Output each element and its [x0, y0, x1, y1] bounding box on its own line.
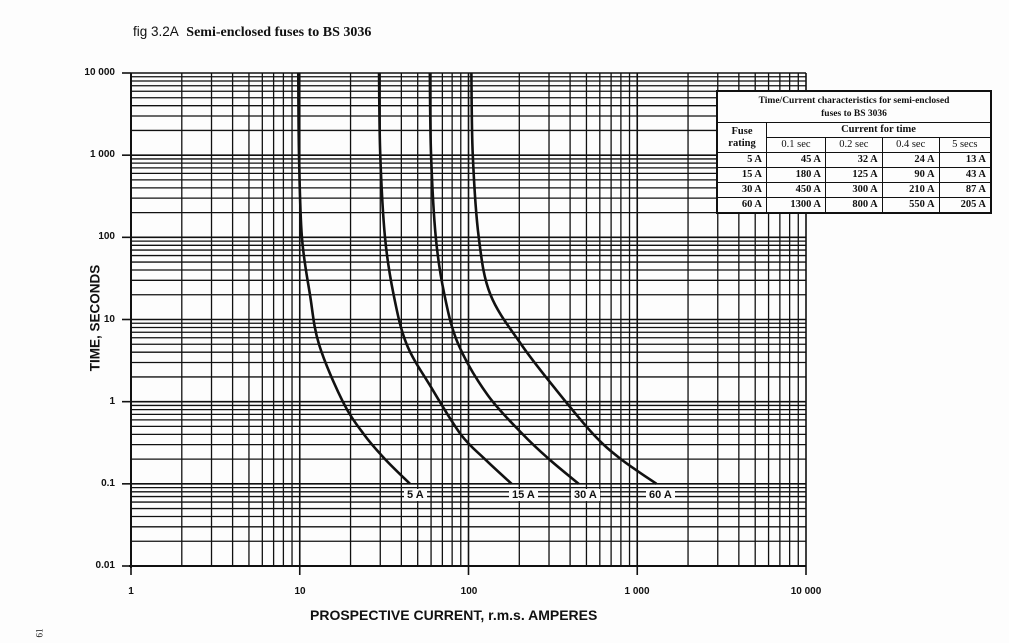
- fuse-curve-60a: [470, 72, 658, 485]
- time-header: 0.1 sec: [766, 137, 826, 153]
- table-caption: Time/Current characteristics for semi-en…: [716, 90, 992, 123]
- y-tick-label: 100: [98, 231, 115, 242]
- x-tick-label: 10: [294, 586, 306, 597]
- time-header: 5 secs: [938, 137, 992, 153]
- figure-title-text: Semi-enclosed fuses to BS 3036: [186, 25, 372, 40]
- table-row: 30 A 450 A 300 A 210 A 87 A: [716, 182, 992, 198]
- figure-title: fig 3.2A Semi-enclosed fuses to BS 3036: [133, 24, 371, 41]
- x-axis-title: PROSPECTIVE CURRENT, r.m.s. AMPERES: [310, 607, 598, 623]
- y-tick-label: 1 000: [89, 149, 115, 160]
- fuse-curve-15a: [377, 72, 513, 485]
- curve-label-60a: 60 A: [646, 489, 675, 501]
- table-row: 60 A 1300 A 800 A 550 A 205 A: [716, 197, 992, 214]
- y-axis-title: TIME, SECONDS: [87, 264, 103, 372]
- table-row: 5 A 45 A 32 A 24 A 13 A: [716, 152, 992, 168]
- fuse-curve-5a: [296, 72, 411, 485]
- y-tick-label: 10 000: [84, 67, 115, 78]
- curve-label-15a: 15 A: [509, 489, 538, 501]
- y-tick-label: 0.1: [101, 478, 115, 489]
- time-header: 0.4 sec: [881, 137, 940, 153]
- curve-label-5a: 5 A: [404, 489, 427, 501]
- fuse-rating-header: Fuse rating: [716, 122, 767, 153]
- current-for-time-header: Current for time: [766, 122, 992, 138]
- x-tick-label: 1: [128, 586, 134, 597]
- y-tick-label: 1: [109, 396, 115, 407]
- fuse-curve-30a: [428, 72, 580, 485]
- figure-label: fig 3.2A: [133, 24, 179, 39]
- x-tick-label: 100: [460, 586, 478, 597]
- time-header: 0.2 sec: [824, 137, 883, 153]
- x-tick-label: 1 000: [624, 586, 650, 597]
- y-tick-label: 10: [103, 314, 115, 325]
- x-tick-label: 10 000: [790, 586, 822, 597]
- curve-label-30a: 30 A: [571, 489, 600, 501]
- table-row: 15 A 180 A 125 A 90 A 43 A: [716, 167, 992, 183]
- y-tick-label: 0.01: [95, 560, 115, 571]
- page-number: 61: [34, 628, 45, 638]
- time-current-table: Time/Current characteristics for semi-en…: [716, 90, 992, 214]
